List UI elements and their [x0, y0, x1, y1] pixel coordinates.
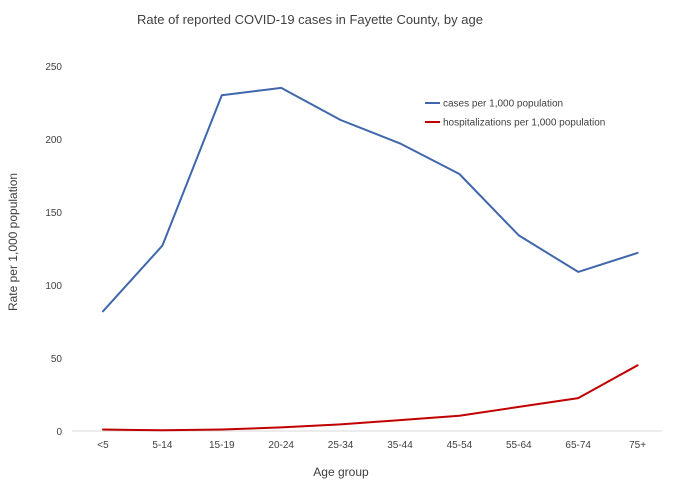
x-tick-label: 20-24 [268, 440, 294, 451]
x-axis-label: Age group [313, 465, 369, 479]
y-tick-label: 100 [45, 281, 62, 292]
chart-title: Rate of reported COVID-19 cases in Fayet… [137, 12, 483, 27]
x-axis-ticks: <5 5-14 15-19 20-24 25-34 35-44 45-54 55-64 65-7… [97, 440, 646, 451]
x-tick-label: 75+ [629, 440, 646, 451]
series-line-cases [102, 86, 639, 313]
y-tick-label: 250 [45, 62, 62, 73]
legend: cases per 1,000 population hospitalizatio… [425, 99, 605, 129]
x-tick-label: <5 [97, 440, 109, 451]
x-tick-label: 55-64 [506, 440, 532, 451]
legend-label: hospitalizations per 1,000 population [443, 118, 605, 129]
x-tick-label: 15-19 [209, 440, 235, 451]
legend-label: cases per 1,000 population [443, 99, 563, 110]
y-tick-label: 50 [51, 354, 63, 365]
x-tick-label: 35-44 [387, 440, 413, 451]
x-tick-label: 45-54 [447, 440, 473, 451]
y-axis-label: Rate per 1,000 population [6, 173, 20, 311]
series-lines [102, 86, 639, 432]
y-tick-label: 0 [56, 427, 62, 438]
x-tick-label: 65-74 [565, 440, 591, 451]
series-line-hospitalizations [102, 364, 639, 432]
x-tick-label: 5-14 [152, 440, 172, 451]
y-axis-ticks: 0 50 100 150 200 250 [45, 62, 62, 438]
x-tick-label: 25-34 [328, 440, 354, 451]
y-tick-label: 200 [45, 135, 62, 146]
y-tick-label: 150 [45, 208, 62, 219]
